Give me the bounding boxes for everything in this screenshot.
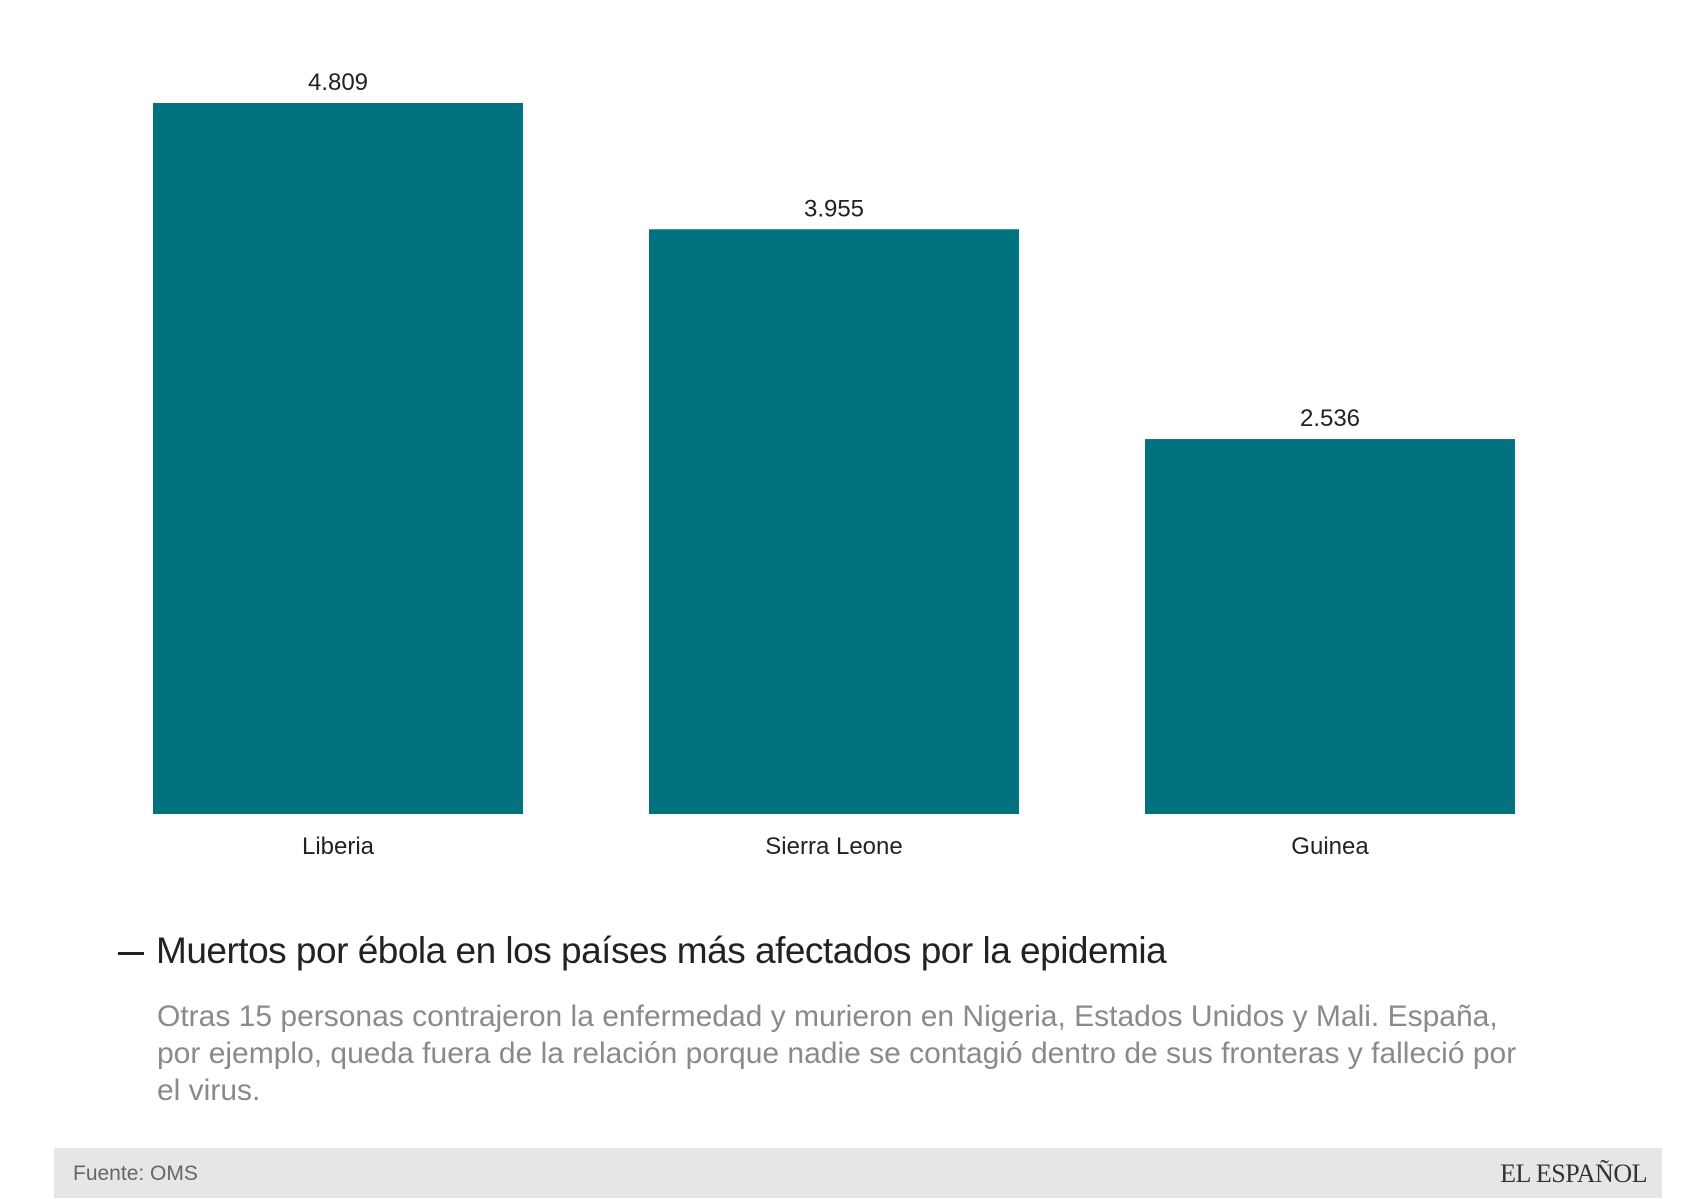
- source: Fuente: OMS: [73, 1162, 198, 1185]
- chart: 4.809 Liberia 3.955 Sierra Leone 2.536 Guinea: [153, 69, 1515, 860]
- title-dash: [118, 951, 144, 955]
- footer: Fuente: OMS EL ESPAÑOL: [54, 1148, 1662, 1198]
- value-label: 2.536: [1300, 405, 1360, 432]
- chart-title-block: Muertos por ébola en los países más afec…: [118, 930, 1167, 972]
- value-label: 3.955: [804, 195, 864, 222]
- x-tick-label: Guinea: [1291, 833, 1369, 860]
- bar: [153, 103, 523, 814]
- bar: [1145, 439, 1515, 814]
- x-tick-label: Sierra Leone: [765, 833, 902, 860]
- x-tick-label: Liberia: [302, 833, 375, 860]
- chart-subtitle: Otras 15 personas contrajeron la enferme…: [157, 1000, 1517, 1107]
- bar: [649, 229, 1019, 814]
- chart-title: Muertos por ébola en los países más afec…: [156, 930, 1167, 971]
- value-label: 4.809: [308, 69, 368, 96]
- brand-logo: EL ESPAÑOL: [1500, 1159, 1647, 1188]
